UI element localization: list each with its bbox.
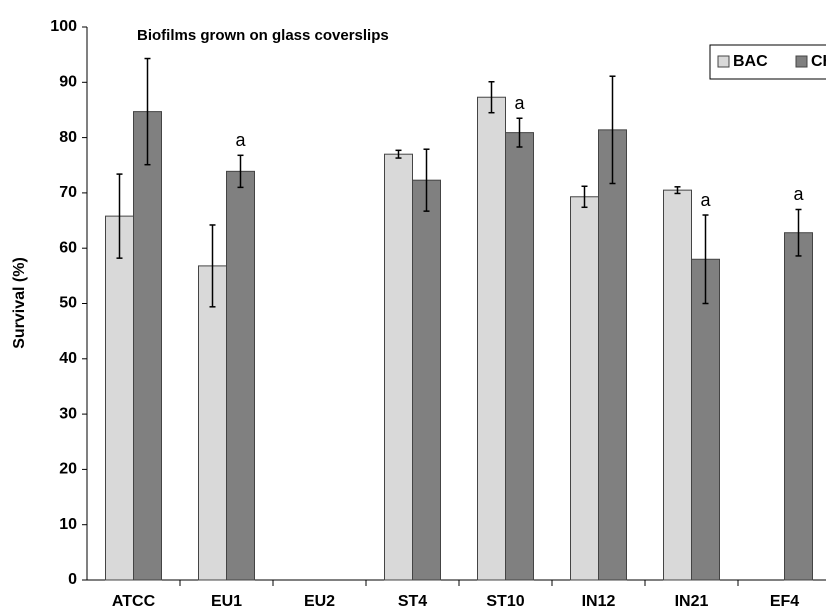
error-bar bbox=[209, 224, 216, 308]
error-bar bbox=[609, 75, 616, 185]
x-tick-label: EU2 bbox=[304, 593, 335, 610]
bar bbox=[412, 179, 441, 581]
y-tick-label: 30 bbox=[59, 405, 77, 422]
error-bar bbox=[674, 186, 681, 195]
y-tick-label: 80 bbox=[59, 129, 77, 146]
error-bar bbox=[516, 117, 523, 148]
annotation: a bbox=[700, 190, 711, 210]
y-tick-label: 50 bbox=[59, 295, 77, 312]
y-tick-label: 0 bbox=[68, 571, 77, 588]
bar bbox=[570, 196, 599, 581]
annotation: a bbox=[235, 130, 246, 150]
error-bar bbox=[144, 57, 151, 166]
y-axis-label: Survival (%) bbox=[11, 257, 28, 349]
error-bar bbox=[237, 154, 244, 189]
x-tick-label: EF4 bbox=[770, 593, 799, 610]
bar bbox=[663, 189, 692, 581]
legend-swatch bbox=[717, 55, 730, 68]
error-bar bbox=[395, 149, 402, 159]
bar bbox=[691, 258, 720, 581]
legend-swatch bbox=[795, 55, 808, 68]
chart-title: Biofilms grown on glass coverslips bbox=[137, 27, 389, 44]
y-tick-label: 40 bbox=[59, 350, 77, 367]
y-tick-label: 10 bbox=[59, 516, 77, 533]
y-tick-label: 20 bbox=[59, 461, 77, 478]
legend-label: CH bbox=[811, 53, 826, 70]
bar bbox=[598, 129, 627, 581]
legend-label: BAC bbox=[733, 53, 768, 70]
x-tick-label: IN12 bbox=[582, 593, 616, 610]
x-tick-label: IN21 bbox=[675, 593, 709, 610]
error-bar bbox=[581, 185, 588, 209]
error-bar bbox=[423, 148, 430, 212]
x-tick-label: ATCC bbox=[112, 593, 156, 610]
bar bbox=[477, 96, 506, 581]
x-tick-label: ST10 bbox=[486, 593, 524, 610]
error-bar bbox=[702, 214, 709, 305]
bar bbox=[198, 265, 227, 581]
bar bbox=[226, 170, 255, 581]
x-tick-label: ST4 bbox=[398, 593, 427, 610]
y-tick-label: 100 bbox=[50, 18, 77, 35]
annotation: a bbox=[514, 93, 525, 113]
bar bbox=[105, 215, 134, 581]
error-bar bbox=[795, 208, 802, 257]
annotation: a bbox=[793, 184, 804, 204]
error-bar bbox=[116, 173, 123, 259]
bar bbox=[384, 153, 413, 581]
bar bbox=[133, 111, 162, 581]
y-tick-label: 70 bbox=[59, 184, 77, 201]
x-tick-label: EU1 bbox=[211, 593, 242, 610]
y-tick-label: 60 bbox=[59, 239, 77, 256]
error-bar bbox=[488, 80, 495, 114]
y-tick-label: 90 bbox=[59, 74, 77, 91]
bar bbox=[784, 232, 813, 581]
bar bbox=[505, 132, 534, 581]
